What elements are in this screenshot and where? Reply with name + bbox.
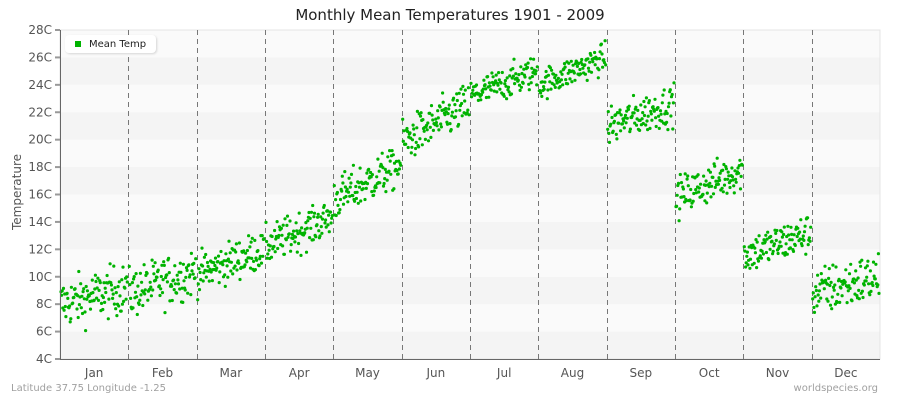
x-tick-label: Nov — [766, 366, 789, 380]
x-tick-label: Jan — [84, 366, 104, 380]
y-tick-label: 14C — [28, 215, 52, 229]
month-dividers — [128, 30, 813, 359]
source-caption: worldspecies.org — [793, 383, 878, 394]
data-points — [59, 39, 881, 333]
axes: 4C 6C 8C 10C 12C 14C 16C 18C 20C 22C 24C 26C 28C Jan F… — [28, 23, 880, 380]
y-tick-label: 18C — [28, 160, 52, 174]
y-tick-label: 28C — [28, 23, 52, 37]
y-tick-label: 12C — [28, 242, 52, 256]
x-tick-label: May — [355, 366, 380, 380]
y-tick-label: 16C — [28, 188, 52, 202]
y-tick-label: 10C — [28, 270, 52, 284]
x-tick-label: Feb — [152, 366, 173, 380]
x-tick-label: Apr — [289, 366, 310, 380]
x-tick-label: Dec — [834, 366, 857, 380]
legend-swatch-icon — [75, 41, 81, 47]
legend: Mean Temp — [65, 35, 157, 53]
x-tick-label: Jun — [425, 366, 445, 380]
y-tick-label: 8C — [36, 297, 52, 311]
background-bands — [59, 29, 881, 360]
location-caption: Latitude 37.75 Longitude -1.25 — [11, 383, 166, 394]
chart-title: Monthly Mean Temperatures 1901 - 2009 — [295, 6, 605, 24]
y-tick-label: 26C — [28, 50, 52, 64]
legend-label: Mean Temp — [89, 38, 147, 50]
y-tick-label: 20C — [28, 133, 52, 147]
x-tick-label: Oct — [699, 366, 720, 380]
y-tick-label: 24C — [28, 78, 52, 92]
y-tick-label: 6C — [36, 325, 52, 339]
x-tick-label: Aug — [561, 366, 584, 380]
y-tick-label: 22C — [28, 105, 52, 119]
x-tick-label: Mar — [220, 366, 243, 380]
x-tick-label: Sep — [630, 366, 653, 380]
x-tick-label: Jul — [496, 366, 511, 380]
y-tick-label: 4C — [36, 352, 52, 366]
